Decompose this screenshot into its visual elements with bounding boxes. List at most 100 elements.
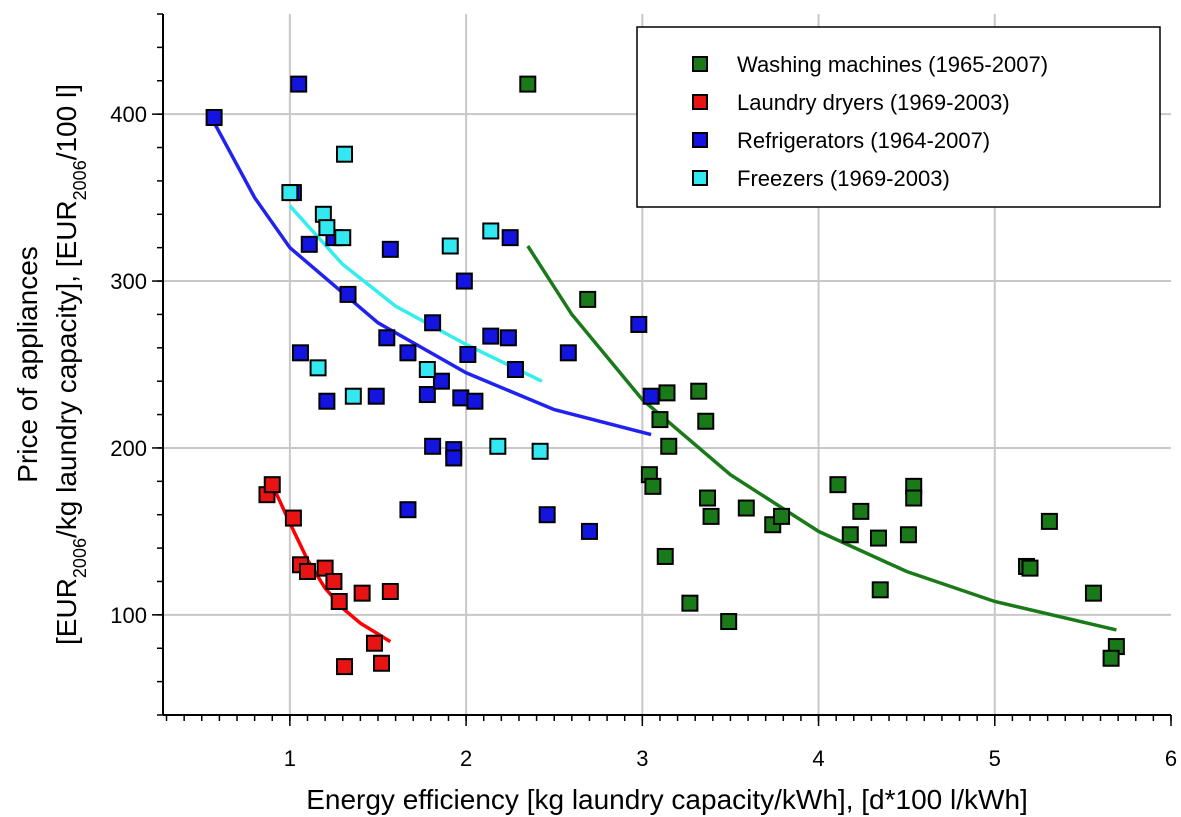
point xyxy=(367,387,385,405)
x-axis-label: Energy efficiency [kg laundry capacity/k… xyxy=(306,784,1028,815)
y-axis-label-part: 2006 xyxy=(70,538,90,578)
point xyxy=(466,392,484,410)
point xyxy=(538,506,556,524)
point xyxy=(452,389,470,407)
point xyxy=(334,229,352,247)
point xyxy=(299,562,317,580)
point xyxy=(1084,584,1102,602)
point xyxy=(841,526,859,544)
point xyxy=(559,344,577,362)
point xyxy=(651,411,669,429)
point xyxy=(501,229,519,247)
point xyxy=(905,489,923,507)
point xyxy=(316,559,334,577)
point xyxy=(318,392,336,410)
point xyxy=(281,184,299,202)
legend-box xyxy=(636,26,1161,208)
fit-curve xyxy=(212,121,652,437)
point xyxy=(656,547,674,565)
point xyxy=(519,75,537,93)
point xyxy=(871,581,889,599)
y-axis-label: [EUR2006/kg laundry capacity], [EUR2006/… xyxy=(51,84,90,645)
point xyxy=(681,594,699,612)
point xyxy=(852,502,870,520)
point xyxy=(365,634,383,652)
point xyxy=(325,572,343,590)
point xyxy=(459,345,477,363)
point xyxy=(353,584,371,602)
point xyxy=(291,344,309,362)
x-tick-label: 5 xyxy=(989,746,1001,771)
point xyxy=(697,412,715,430)
point xyxy=(482,222,500,240)
point xyxy=(381,582,399,600)
y-tick-label: 200 xyxy=(110,436,147,461)
point xyxy=(1040,512,1058,530)
point xyxy=(644,477,662,495)
point xyxy=(424,314,442,332)
point xyxy=(482,327,500,345)
legend-label: Washing machines (1965-2007) xyxy=(737,52,1048,77)
point xyxy=(580,522,598,540)
point xyxy=(418,361,436,379)
point xyxy=(432,372,450,390)
legend-label: Laundry dryers (1969-2003) xyxy=(737,90,1010,115)
point xyxy=(330,593,348,611)
point xyxy=(309,359,327,377)
y-tick-label: 300 xyxy=(110,269,147,294)
point xyxy=(1021,559,1039,577)
fit-curve xyxy=(526,245,1117,632)
point xyxy=(660,437,678,455)
point xyxy=(424,437,442,455)
point xyxy=(489,437,507,455)
point xyxy=(418,386,436,404)
point xyxy=(720,613,738,631)
point xyxy=(630,315,648,333)
point xyxy=(336,658,354,676)
y-tick-label: 400 xyxy=(110,102,147,127)
point xyxy=(300,235,318,253)
fit-curve xyxy=(288,204,543,383)
legend-marker xyxy=(692,170,708,186)
y-axis-label-part: 2006 xyxy=(70,160,90,200)
point xyxy=(399,501,417,519)
point xyxy=(205,108,223,126)
point xyxy=(339,285,357,303)
point xyxy=(531,442,549,460)
point xyxy=(737,499,755,517)
legend-marker xyxy=(692,132,708,148)
x-tick-label: 4 xyxy=(812,746,824,771)
y-axis-label: Price of appliances xyxy=(12,246,43,483)
point xyxy=(378,329,396,347)
y-axis-label-part: /100 l] xyxy=(51,84,82,160)
point xyxy=(506,361,524,379)
y-tick-label: 100 xyxy=(110,603,147,628)
y-axis-label-part: [EUR xyxy=(51,578,82,645)
point xyxy=(284,509,302,527)
point xyxy=(829,476,847,494)
point xyxy=(773,507,791,525)
point xyxy=(690,382,708,400)
point xyxy=(869,529,887,547)
point xyxy=(336,145,354,163)
x-tick-label: 6 xyxy=(1165,746,1177,771)
point xyxy=(381,240,399,258)
point xyxy=(699,489,717,507)
point xyxy=(1102,649,1120,667)
legend-label: Refrigerators (1964-2007) xyxy=(737,128,990,153)
point xyxy=(373,654,391,672)
x-tick-label: 1 xyxy=(284,746,296,771)
x-tick-label: 3 xyxy=(636,746,648,771)
x-tick-label: 2 xyxy=(460,746,472,771)
legend-marker xyxy=(692,94,708,110)
point xyxy=(499,329,517,347)
legend-label: Freezers (1969-2003) xyxy=(737,166,950,191)
y-axis-label-part: /kg laundry capacity], [EUR xyxy=(51,200,82,538)
point xyxy=(455,272,473,290)
point xyxy=(445,449,463,467)
point xyxy=(344,387,362,405)
point xyxy=(702,507,720,525)
point xyxy=(290,75,308,93)
